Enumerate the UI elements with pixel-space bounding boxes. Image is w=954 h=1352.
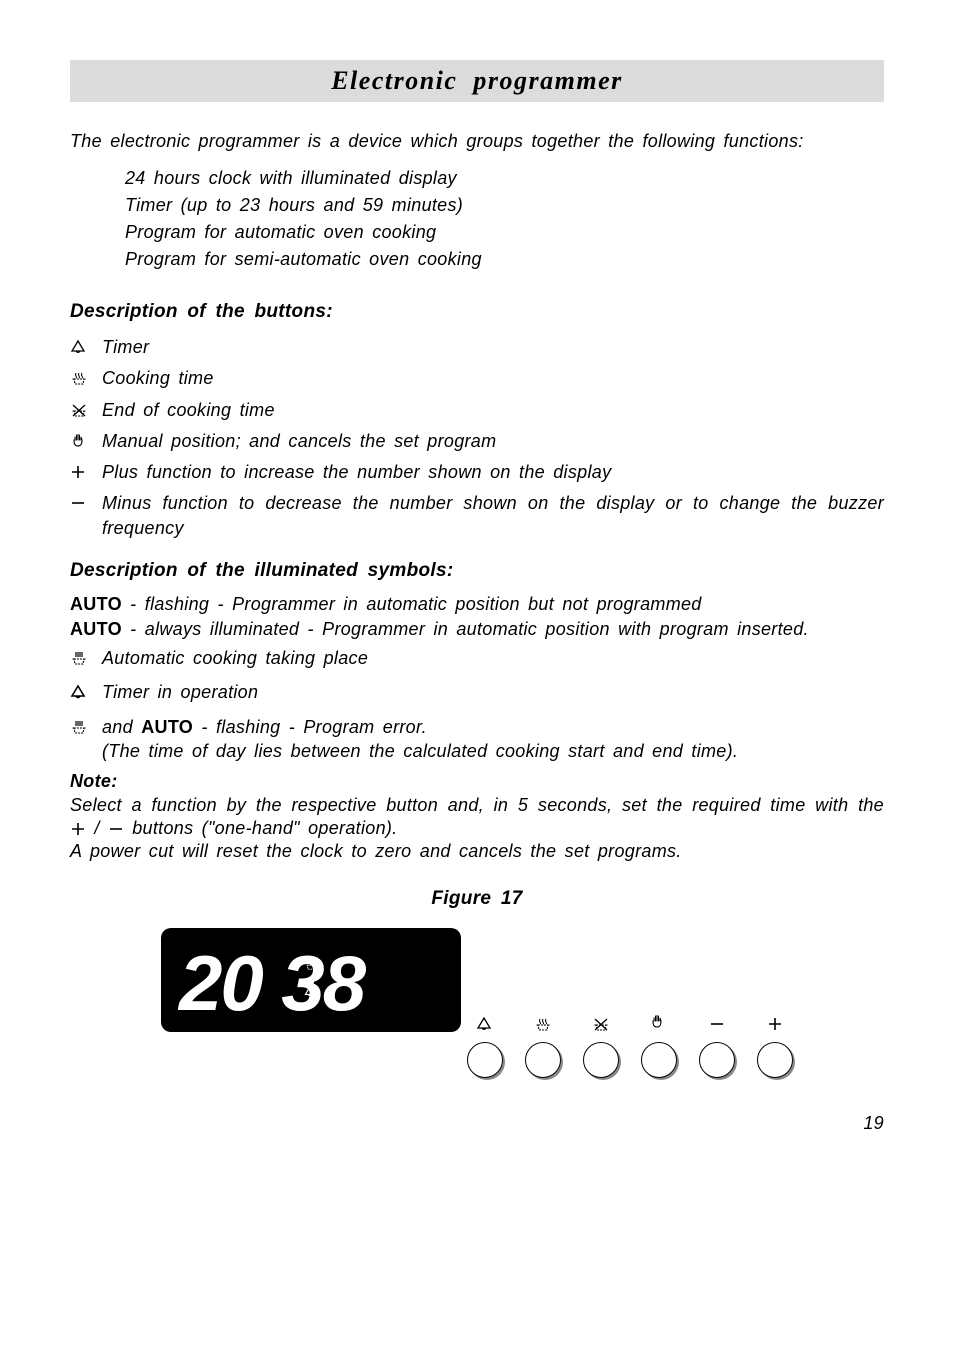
figure-17: 20 38 (70, 928, 884, 1083)
plus-icon (70, 821, 86, 837)
button-desc-row: Minus function to decrease the number sh… (70, 491, 884, 540)
button-label: Minus function to decrease the number sh… (102, 491, 884, 540)
button-desc-row: Timer (70, 335, 884, 359)
lcd-time-text: 20 38 (177, 939, 367, 1027)
panel-button-end-cooking[interactable] (583, 1010, 619, 1083)
panel-button-plus[interactable] (757, 1010, 793, 1083)
panel-button-minus[interactable] (699, 1010, 735, 1083)
minus-icon (70, 491, 102, 515)
pot-end-icon (70, 398, 102, 422)
button-desc-row: Plus function to increase the number sho… (70, 460, 884, 484)
function-item: Program for automatic oven cooking (125, 219, 884, 246)
button-label: Manual position; and cancels the set pro… (102, 429, 884, 453)
auto-desc: - always illuminated - Programmer in aut… (122, 619, 809, 639)
intro-text: The electronic programmer is a device wh… (70, 128, 884, 155)
auto-label: AUTO (70, 594, 122, 614)
minus-icon (699, 1010, 735, 1038)
panel-button-cooking-time[interactable] (525, 1010, 561, 1083)
symbol-label: Automatic cooking taking place (102, 646, 884, 670)
note-text: buttons ("one-hand" operation). (132, 818, 397, 838)
button-desc-row: End of cooking time (70, 398, 884, 422)
note-heading: Note: (70, 771, 118, 791)
page-number: 19 (70, 1113, 884, 1134)
symbols-heading: Description of the illuminated symbols: (70, 560, 884, 582)
note-text: Select a function by the respective butt… (70, 795, 884, 815)
button-label: End of cooking time (102, 398, 884, 422)
auto-flashing-row: AUTO - flashing - Programmer in automati… (70, 594, 884, 615)
panel-button-manual[interactable] (641, 1010, 677, 1083)
button-desc-row: Manual position; and cancels the set pro… (70, 429, 884, 453)
auto-desc: - flashing - Programmer in automatic pos… (122, 594, 702, 614)
button-desc-row: Cooking time (70, 366, 884, 390)
auto-label: AUTO (70, 619, 122, 639)
panel-button-timer[interactable] (467, 1010, 503, 1083)
hand-icon (641, 1010, 677, 1038)
button-label: Plus function to increase the number sho… (102, 460, 884, 484)
symbol-label: Timer in operation (102, 680, 884, 704)
figure-caption: Figure 17 (70, 888, 884, 910)
note-block: Note: Select a function by the respectiv… (70, 770, 884, 864)
bell-outline-icon (70, 335, 102, 359)
pot-heat-icon (70, 366, 102, 390)
error-text: and AUTO - flashing - Program error. (Th… (102, 715, 884, 764)
symbol-desc-row: Automatic cooking taking place (70, 646, 884, 670)
bell-solid-icon (70, 680, 102, 704)
symbol-desc-row: Timer in operation (70, 680, 884, 704)
buttons-heading: Description of the buttons: (70, 301, 884, 323)
plus-icon (757, 1010, 793, 1038)
pot-steam-icon (70, 646, 102, 670)
function-item: Timer (up to 23 hours and 59 minutes) (125, 192, 884, 219)
function-item: Program for semi-automatic oven cooking (125, 246, 884, 273)
pot-end-icon (583, 1010, 619, 1038)
lcd-display: 20 38 (161, 928, 461, 1032)
button-row (467, 1010, 793, 1083)
function-list: 24 hours clock with illuminated display … (125, 165, 884, 273)
minus-icon (108, 821, 124, 837)
function-item: 24 hours clock with illuminated display (125, 165, 884, 192)
button-label: Cooking time (102, 366, 884, 390)
page-title: Electronic programmer (70, 60, 884, 102)
button-label: Timer (102, 335, 884, 359)
pot-steam-icon (70, 715, 102, 739)
error-row: and AUTO - flashing - Program error. (Th… (70, 715, 884, 764)
pot-heat-icon (525, 1010, 561, 1038)
hand-icon (70, 429, 102, 453)
note-text: / (94, 818, 108, 838)
auto-lit-row: AUTO - always illuminated - Programmer i… (70, 619, 884, 640)
note-text: A power cut will reset the clock to zero… (70, 841, 682, 861)
plus-icon (70, 460, 102, 484)
bell-outline-icon (467, 1010, 503, 1038)
